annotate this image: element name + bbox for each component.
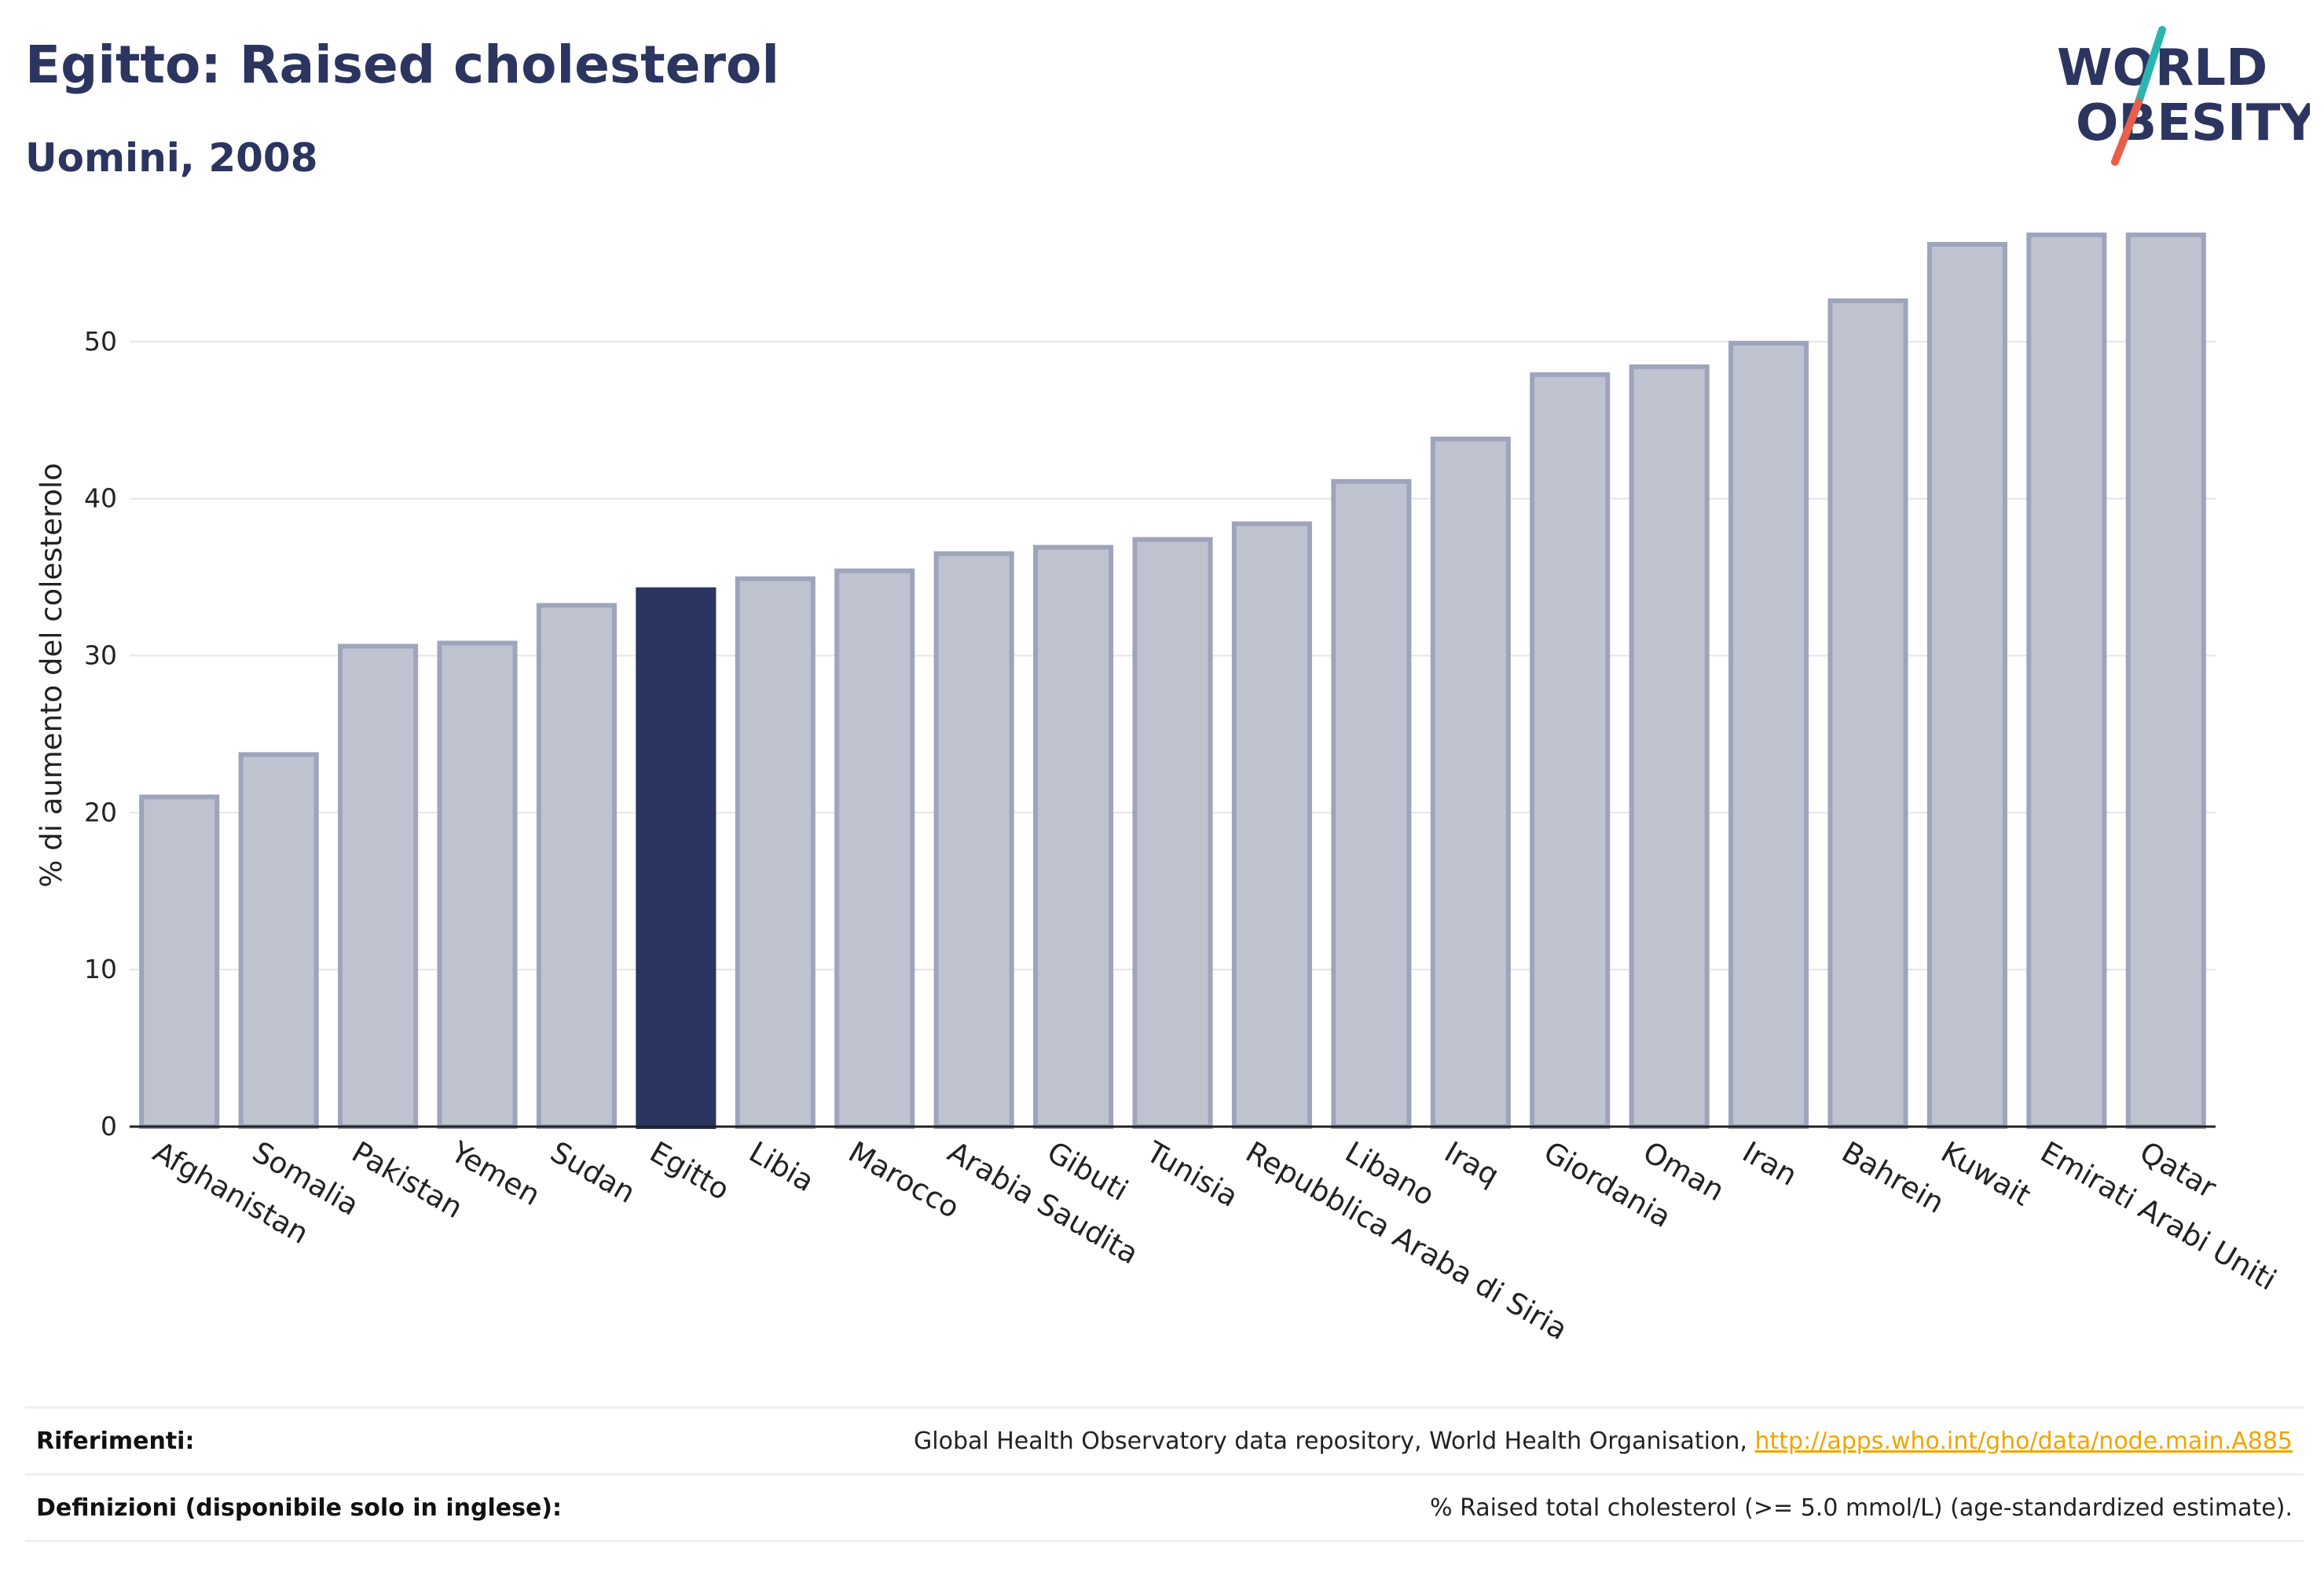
x-tick-label: Kuwait (1935, 1135, 2036, 1213)
bar (2125, 232, 2206, 1129)
x-tick-label: Marocco (843, 1135, 966, 1226)
x-tick-label: Bahrein (1836, 1135, 1950, 1220)
y-axis-title: % di aumento del colesterolo (35, 463, 68, 888)
bar (1530, 372, 1611, 1129)
logo-line-2: OBESITY (2076, 94, 2310, 152)
definitions-row: Definizioni (disponibile solo in inglese… (25, 1473, 2304, 1542)
chart-title: Egitto: Raised cholesterol (25, 35, 779, 95)
chart-subtitle: Uomini, 2008 (25, 135, 318, 181)
logo-slash-coral (2111, 98, 2143, 166)
definitions-text: % Raised total cholesterol (>= 5.0 mmol/… (1430, 1494, 2293, 1522)
bar (1331, 478, 1412, 1129)
y-tick-label: 20 (84, 797, 117, 827)
references-link[interactable]: http://apps.who.int/gho/data/node.main.A… (1754, 1427, 2293, 1455)
x-tick-label: Egitto (644, 1135, 735, 1208)
bar (1728, 340, 1809, 1129)
x-tick-label: Pakistan (346, 1135, 469, 1226)
bar (834, 568, 915, 1129)
x-tick-label: Libia (743, 1135, 819, 1199)
bar (933, 551, 1014, 1129)
y-tick-label: 10 (84, 954, 117, 984)
bar (1231, 521, 1312, 1129)
bar (1926, 241, 2007, 1129)
y-tick-label: 30 (84, 640, 117, 671)
definitions-label: Definizioni (disponibile solo in inglese… (36, 1494, 562, 1522)
x-tick-label: Sudan (544, 1135, 640, 1211)
logo-line-1: WORLD (2057, 39, 2267, 97)
bar (1132, 537, 1213, 1129)
x-tick-label: Iraq (1439, 1135, 1505, 1193)
bar (1629, 364, 1710, 1129)
references-value: Global Health Observatory data repositor… (914, 1428, 2304, 1455)
x-tick-label: Iran (1737, 1135, 1803, 1193)
y-tick-label: 0 (101, 1111, 117, 1142)
footer: Riferimenti: Global Health Observatory d… (25, 1406, 2304, 1542)
bar (139, 794, 220, 1129)
bar (437, 640, 518, 1129)
world-obesity-logo: WORLD OBESITY (2057, 26, 2310, 166)
bar (338, 643, 419, 1129)
y-tick-label: 40 (84, 483, 117, 514)
bar (735, 576, 816, 1129)
bar (1827, 298, 1908, 1130)
y-tick-label: 50 (84, 326, 117, 357)
bar-highlight (636, 587, 717, 1129)
bar (2026, 232, 2107, 1129)
logo-slash-teal (2135, 26, 2166, 106)
references-label: Riferimenti: (36, 1427, 195, 1455)
bar (238, 752, 319, 1129)
bar (1430, 436, 1511, 1129)
references-text: Global Health Observatory data repositor… (914, 1427, 1755, 1455)
references-row: Riferimenti: Global Health Observatory d… (25, 1406, 2304, 1473)
bar (1033, 544, 1114, 1129)
bar (536, 603, 617, 1129)
x-tick-label: Tunisia (1140, 1134, 1244, 1214)
